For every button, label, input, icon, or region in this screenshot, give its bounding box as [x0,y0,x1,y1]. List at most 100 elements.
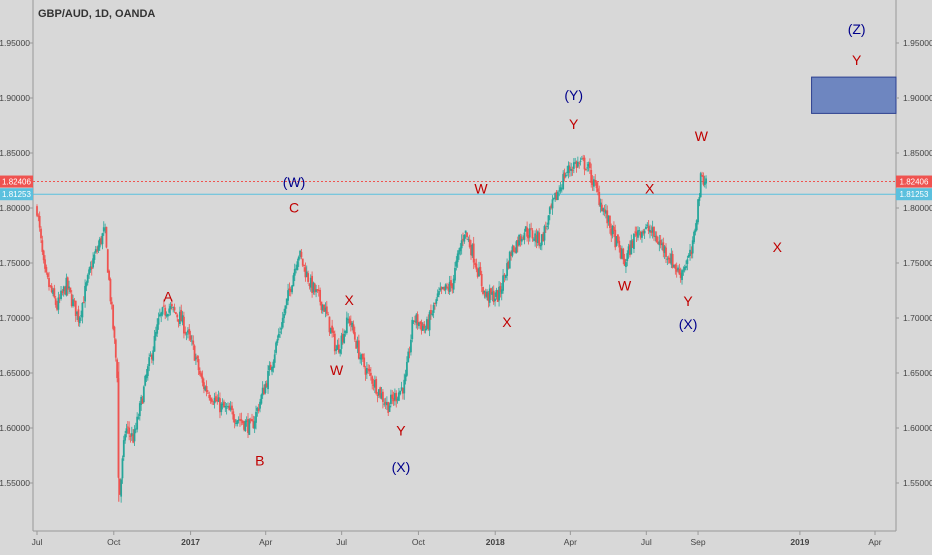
y-tick-label-left: 1.55000 [0,478,30,488]
candle-body [503,274,506,276]
candle-body [311,275,314,293]
candle-body [396,398,399,401]
x-tick-label: Oct [412,537,426,547]
candle-body [65,277,68,296]
candle-body [373,380,376,388]
candle-body [106,249,109,273]
candle-body [223,401,225,408]
wave-label: (Z) [848,21,866,37]
candle-body [596,188,599,192]
candle-body [574,162,577,164]
candle-body [219,398,221,413]
candle-body [297,256,300,261]
candle-body [105,226,108,248]
candle-body [166,314,169,317]
target-zone-box [811,76,897,114]
candle-body [414,320,416,322]
candle-body [149,355,152,357]
candle-body [364,368,367,375]
candle-body [506,263,508,276]
candle-body [579,160,582,162]
target-zone [811,76,897,114]
candle-body [77,309,80,322]
candle-body [36,206,38,216]
candle-body [646,224,649,226]
candle-body [368,369,371,372]
candle-body [72,299,74,307]
x-tick-label: 2019 [790,537,809,547]
candle-body [446,286,448,288]
candle-body [142,386,145,403]
candle-body [655,235,658,243]
candle-body [523,232,526,240]
candle-body [188,329,191,335]
candle-body [392,397,395,402]
candle-body [320,301,323,311]
y-tick-label-right: 1.85000 [903,148,932,158]
candle-body [240,419,243,422]
candle-body [520,238,523,242]
candle-body [236,420,239,424]
candle-body [211,399,213,403]
candle-body [268,365,271,371]
candle-body [468,239,471,248]
candle-body [686,259,689,264]
candle-body [633,233,635,250]
candle-body [408,351,411,353]
candle-body [399,390,402,395]
candle-body [85,282,88,287]
candle-body [100,237,103,244]
candle-body [267,371,269,390]
candle-body [661,243,663,246]
candle-body [260,394,263,404]
candle-body [153,335,156,352]
candle-body [57,297,60,310]
candle-body [582,157,585,160]
candle-body [534,233,537,241]
candle-body [239,419,241,421]
candle-body [327,314,330,316]
candle-body [690,251,693,255]
candle-body [658,241,661,246]
candle-body [170,304,173,307]
candle-body [678,268,681,275]
candle-body [406,361,408,376]
candle-body [205,386,208,393]
candle-body [169,306,172,310]
candle-body [94,249,97,253]
candle-body [487,292,490,302]
candle-body [192,340,195,345]
candle-body [348,318,351,323]
candle-body [685,266,687,268]
candle-body [495,289,498,297]
candle-body [528,228,531,238]
candle-body [609,215,611,228]
candle-body [488,288,491,303]
candle-body [475,263,478,270]
candle-body [444,284,447,291]
candle-body [452,278,455,290]
candle-body [427,319,430,329]
candle-body [643,230,646,234]
candle-body [507,261,510,269]
candle-body [54,298,57,305]
candle-body [464,230,467,234]
candle-body [681,270,683,281]
candle-body [551,199,554,209]
wave-label: Y [569,116,579,132]
candle-body [41,240,44,252]
candle-body [674,264,677,269]
candle-body [98,238,101,248]
candle-body [184,331,187,334]
candle-body [695,220,698,231]
y-tick-label-left: 1.70000 [0,313,30,323]
candle-body [333,333,336,352]
candle-body [361,353,364,359]
candle-body [524,226,527,232]
candle-body [512,245,515,252]
candle-body [456,253,459,263]
candle-body [669,258,671,264]
candle-body [359,357,362,360]
candle-body [559,187,562,192]
candle-body [196,356,199,359]
